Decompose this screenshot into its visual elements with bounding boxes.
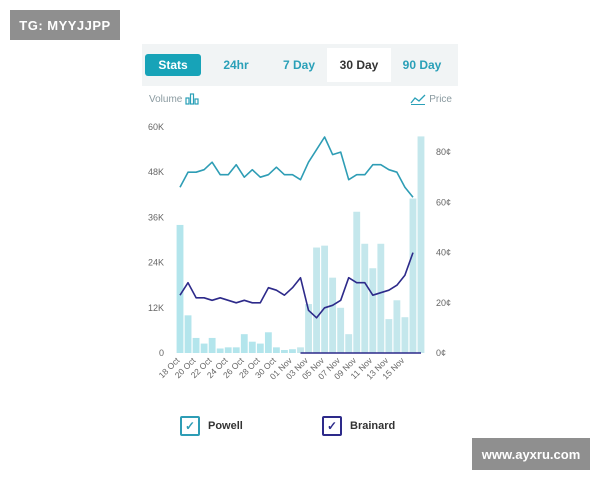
tab-90-day[interactable]: 90 Day — [402, 58, 442, 72]
tab-stats[interactable]: Stats — [145, 54, 201, 76]
volume-bar-powell — [281, 349, 288, 353]
watermark-bottom-right: www.ayxru.com — [472, 438, 590, 470]
check-icon: ✓ — [184, 419, 196, 433]
y-tick-label-left: 0 — [159, 348, 164, 358]
volume-bar-powell — [240, 334, 248, 353]
volume-bar-powell — [208, 337, 216, 353]
legend-brainard-label: Brainard — [350, 420, 396, 432]
volume-bar-powell — [272, 347, 280, 353]
volume-bar-brainard — [417, 136, 425, 353]
volume-bar-brainard — [345, 334, 353, 353]
time-range-tabs: Stats 24hr 7 Day 30 Day 90 Day — [142, 44, 458, 86]
volume-bar-brainard — [377, 243, 385, 353]
watermark-top-left: TG: MYYJJPP — [10, 10, 120, 40]
volume-bar-brainard — [401, 317, 409, 353]
y-tick-label-right: 40¢ — [436, 248, 451, 258]
y-tick-label-right: 80¢ — [436, 147, 451, 157]
volume-bar-brainard — [313, 247, 320, 353]
check-icon: ✓ — [326, 419, 338, 433]
y-tick-label-left: 36K — [148, 212, 164, 222]
volume-bar-brainard — [305, 304, 312, 353]
price-label-text: Price — [429, 93, 452, 105]
legend-powell-label: Powell — [208, 420, 243, 432]
volume-bar-powell — [232, 347, 240, 353]
volume-bar-brainard — [337, 307, 345, 353]
tab-30-day[interactable]: 30 Day — [327, 48, 391, 82]
volume-bar-powell — [216, 348, 224, 353]
y-tick-label-left: 60K — [148, 122, 164, 132]
volume-bar-powell — [192, 337, 200, 353]
volume-bar-powell — [176, 224, 184, 353]
volume-bar-brainard — [393, 300, 401, 353]
price-label: Price — [410, 93, 452, 105]
y-tick-label-left: 48K — [148, 167, 164, 177]
bar-chart-icon — [185, 93, 199, 105]
legend-brainard[interactable]: ✓ Brainard — [322, 416, 395, 436]
y-tick-label-right: 0¢ — [436, 348, 446, 358]
stats-card: Stats 24hr 7 Day 30 Day 90 Day Volume Pr… — [142, 40, 458, 450]
tab-7-day[interactable]: 7 Day — [282, 58, 316, 72]
volume-bar-brainard — [361, 243, 369, 353]
volume-label: Volume — [149, 93, 199, 105]
legend-powell[interactable]: ✓ Powell — [180, 416, 243, 436]
volume-bar-powell — [264, 332, 272, 353]
y-tick-label-left: 12K — [148, 303, 164, 313]
volume-bar-powell — [248, 341, 256, 353]
volume-bar-brainard — [385, 319, 393, 353]
tab-24hr[interactable]: 24hr — [223, 58, 249, 72]
volume-bar-brainard — [321, 245, 329, 353]
volume-bar-powell — [256, 343, 264, 353]
volume-bar-brainard — [369, 268, 377, 353]
price-line-brainard — [179, 252, 414, 319]
price-line-powell — [179, 136, 414, 198]
y-tick-label-right: 60¢ — [436, 197, 451, 207]
volume-bar-brainard — [329, 277, 337, 353]
y-tick-label-left: 24K — [148, 258, 164, 268]
powell-checkbox[interactable]: ✓ — [180, 416, 200, 436]
volume-bar-powell — [224, 347, 232, 353]
brainard-checkbox[interactable]: ✓ — [322, 416, 342, 436]
volume-bar-powell — [289, 349, 296, 353]
volume-bar-brainard — [409, 198, 417, 353]
volume-bar-powell — [184, 315, 192, 353]
y-tick-label-right: 20¢ — [436, 298, 451, 308]
volume-bar-brainard — [297, 347, 304, 353]
volume-bar-powell — [200, 343, 208, 353]
volume-label-text: Volume — [149, 93, 183, 105]
line-chart-icon — [410, 94, 426, 105]
